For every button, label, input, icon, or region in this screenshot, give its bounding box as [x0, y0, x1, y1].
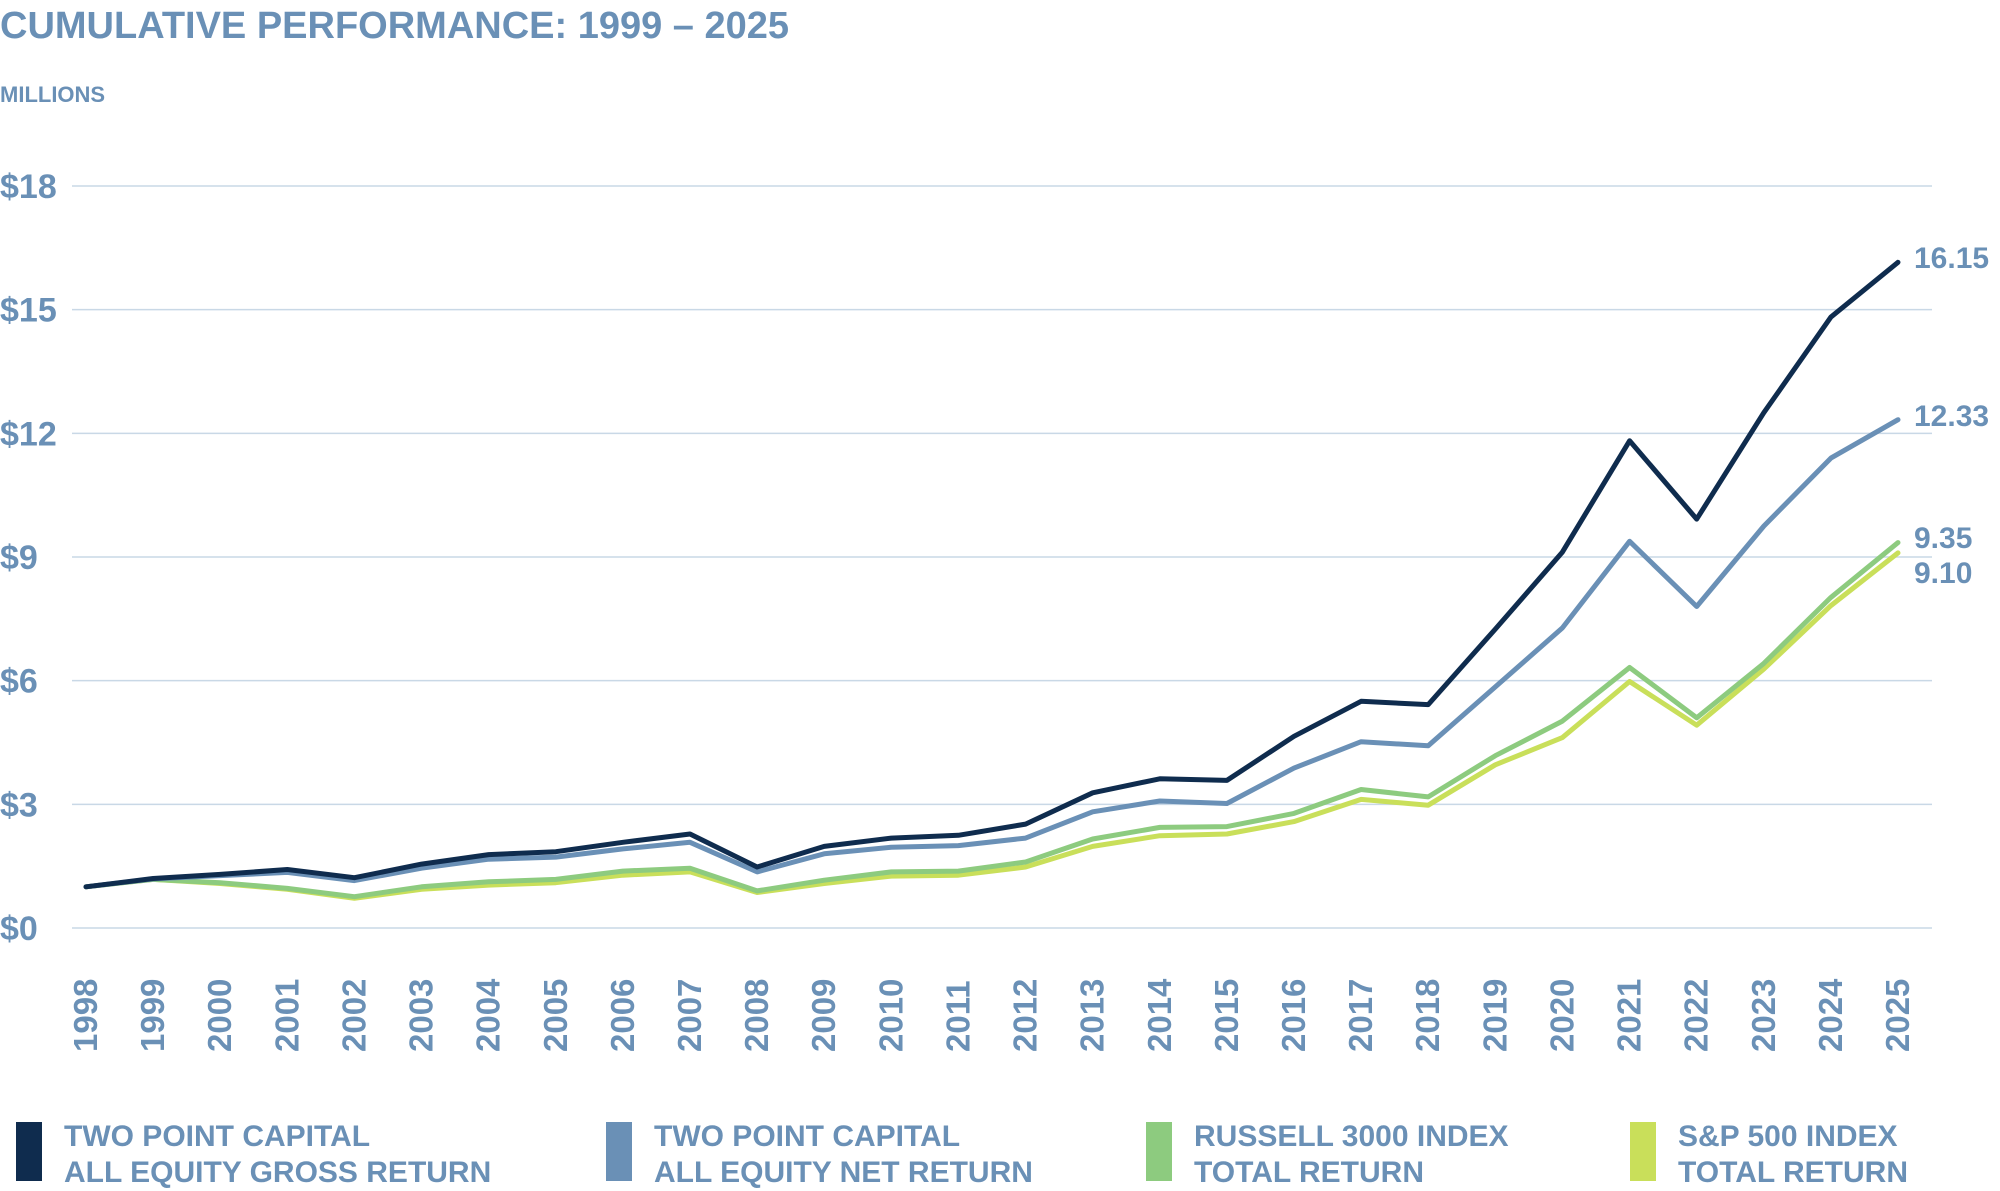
x-tick-label-2006: 2006 [604, 979, 641, 1052]
x-tick-label-1998: 1998 [67, 979, 104, 1052]
legend-label-line2-1: ALL EQUITY NET RETURN [654, 1156, 1033, 1189]
chart-title: CUMULATIVE PERFORMANCE: 1999 – 2025 [0, 5, 789, 47]
x-tick-label-2022: 2022 [1678, 979, 1715, 1052]
end-label-1: 12.33 [1914, 400, 1989, 433]
x-tick-label-2019: 2019 [1476, 979, 1513, 1052]
x-tick-label-2000: 2000 [201, 979, 238, 1052]
x-tick-label-2017: 2017 [1342, 979, 1379, 1052]
x-tick-label-2011: 2011 [939, 980, 976, 1052]
y-tick-label: $6 [0, 663, 38, 701]
x-tick-label-2008: 2008 [738, 979, 775, 1052]
x-tick-label-2016: 2016 [1275, 979, 1312, 1052]
legend-label-line1-1: TWO POINT CAPITAL [654, 1120, 960, 1153]
series-line-3 [83, 550, 1901, 901]
y-tick-label: $3 [0, 786, 38, 824]
x-tick-label-2015: 2015 [1208, 979, 1245, 1052]
series-layer [83, 259, 1901, 901]
legend-label-line2-0: ALL EQUITY GROSS RETURN [64, 1156, 491, 1189]
legend-label-line2-3: TOTAL RETURN [1678, 1156, 1908, 1189]
x-tick-label-2023: 2023 [1745, 979, 1782, 1052]
legend-label-line1-2: RUSSELL 3000 INDEX [1194, 1120, 1509, 1153]
x-tick-label-2025: 2025 [1879, 979, 1916, 1052]
x-tick-label-2001: 2001 [268, 979, 305, 1052]
end-label-3: 9.10 [1914, 557, 1972, 590]
y-tick-label: $0 [0, 910, 38, 948]
x-tick-label-2007: 2007 [671, 979, 708, 1052]
x-tick-label-2009: 2009 [805, 979, 842, 1052]
grid-layer [72, 185, 1932, 929]
x-tick-label-2005: 2005 [537, 979, 574, 1052]
x-tick-label-2003: 2003 [403, 979, 440, 1052]
end-label-0: 16.15 [1914, 242, 1989, 275]
legend-swatch-0 [16, 1122, 42, 1181]
y-tick-label: $9 [0, 539, 38, 577]
x-tick-label-2002: 2002 [335, 979, 372, 1052]
series-line-1 [83, 417, 1901, 890]
x-tick-label-2024: 2024 [1812, 978, 1849, 1052]
chart-subtitle: MILLIONS [0, 82, 105, 107]
x-tick-label-2012: 2012 [1007, 979, 1044, 1052]
x-tick-label-2010: 2010 [872, 979, 909, 1052]
series-line-2 [83, 540, 1901, 900]
series-line-0 [83, 259, 1901, 890]
x-axis-ticks: 1998 1999 2000 2001 2002 2003 2004 2005 2006 2007… [67, 978, 1916, 1052]
x-tick-label-2014: 2014 [1141, 978, 1178, 1052]
legend-swatch-1 [606, 1122, 632, 1181]
legend-label-line1-0: TWO POINT CAPITAL [64, 1120, 370, 1153]
end-labels: 16.15 12.33 9.359.10 [1914, 242, 1989, 590]
y-tick-label: $15 [0, 292, 57, 330]
x-tick-label-1999: 1999 [134, 979, 171, 1052]
x-tick-label-2013: 2013 [1074, 979, 1111, 1052]
legend-swatch-3 [1630, 1122, 1656, 1181]
legend-label-line2-2: TOTAL RETURN [1194, 1156, 1424, 1189]
legend-label-line1-3: S&P 500 INDEX [1678, 1120, 1898, 1153]
end-label-2: 9.35 [1914, 522, 1972, 555]
x-tick-label-2004: 2004 [470, 978, 507, 1052]
x-tick-label-2018: 2018 [1409, 979, 1446, 1052]
y-axis-ticks: $0 $3 $6 $9 $12 $15 $18 [0, 168, 57, 948]
x-tick-label-2021: 2021 [1611, 979, 1648, 1052]
x-tick-label-2020: 2020 [1543, 979, 1580, 1052]
y-tick-label: $12 [0, 415, 57, 453]
legend-swatch-2 [1146, 1122, 1172, 1181]
y-tick-label: $18 [0, 168, 57, 206]
